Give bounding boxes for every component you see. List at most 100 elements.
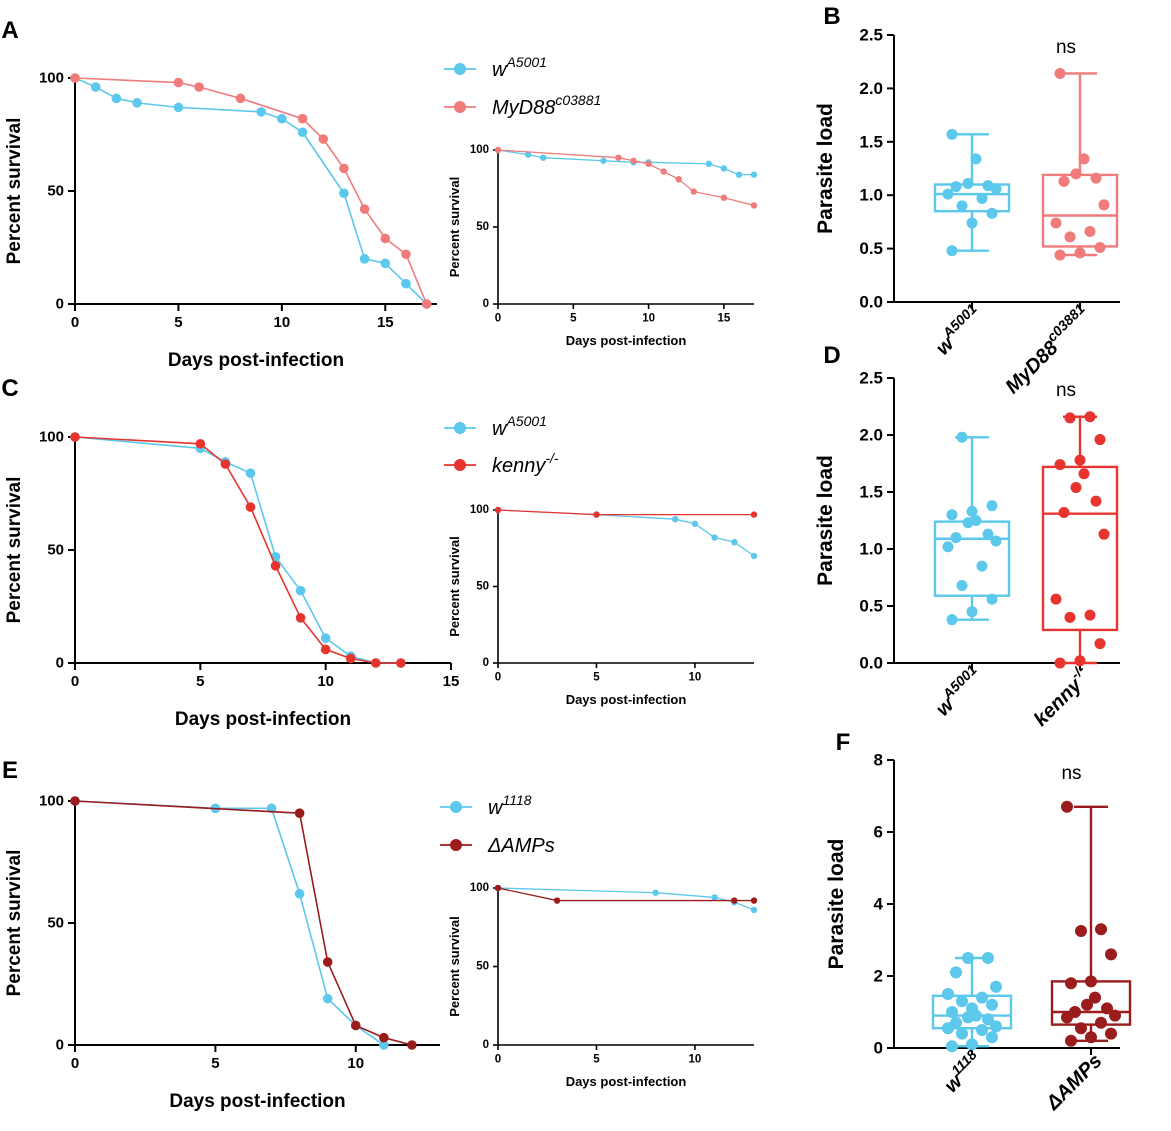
box [931, 994, 1013, 1030]
data-point [1074, 454, 1086, 466]
data-point [318, 134, 329, 144]
data-point [1064, 412, 1076, 424]
group-label: wA5001 [928, 300, 987, 359]
data-point [1089, 991, 1101, 1004]
chart-A-inset: 0 50 100 0 5 10 15 Days post-infection Percent s… [447, 144, 758, 348]
data-point [401, 249, 411, 260]
series-line-0 [74, 800, 385, 1046]
series-line-1 [497, 887, 754, 902]
data-point [132, 98, 142, 108]
data-point [1054, 657, 1066, 669]
legend-label: ΔAMPs [487, 835, 555, 857]
data-point [731, 897, 738, 904]
data-point [950, 532, 962, 544]
box [933, 520, 1011, 597]
data-point [380, 258, 391, 269]
data-point [270, 561, 281, 571]
significance-label: ns [1061, 763, 1081, 784]
y-tick-label: 0 [483, 298, 489, 310]
data-point [986, 998, 998, 1011]
data-point [401, 278, 411, 289]
legend-name: w [492, 59, 508, 81]
x-tick-label: 5 [593, 672, 600, 684]
data-point [986, 207, 998, 219]
data-point [339, 163, 349, 174]
significance-label: ns [1056, 37, 1076, 58]
y-tick-label: 0.0 [859, 293, 883, 312]
data-point [1054, 67, 1066, 79]
chart-F: 0 2 4 6 8 Parasite load ns w1118 ΔAMPs [825, 751, 1132, 1115]
y-tick-label: 100 [470, 882, 489, 894]
box [1041, 173, 1119, 248]
y-axis-label: Percent survival [4, 477, 25, 624]
data-point [956, 995, 968, 1008]
data-point [1058, 507, 1070, 519]
data-point [750, 906, 758, 914]
y-tick-label: 4 [874, 895, 884, 914]
data-point [1094, 242, 1106, 254]
y-tick-label: 2.0 [859, 79, 883, 98]
data-point [1050, 217, 1062, 229]
data-point [950, 1016, 962, 1029]
data-point [982, 1013, 994, 1026]
data-point [1085, 1031, 1097, 1044]
data-point [345, 653, 356, 664]
data-point [735, 171, 743, 178]
data-point [950, 966, 962, 979]
group-label: w1118 [937, 1046, 988, 1097]
y-tick-label: 2.0 [859, 426, 883, 445]
data-point [70, 73, 80, 83]
x-tick-label: 10 [642, 313, 655, 325]
data-point [295, 585, 306, 596]
data-point [320, 633, 331, 643]
data-point [1061, 800, 1073, 813]
data-point [1094, 638, 1106, 650]
y-tick-label: 1.0 [859, 540, 883, 559]
group-label: MyD88c03881 [998, 300, 1096, 398]
legend-superscript: 1118 [502, 792, 531, 808]
data-point [90, 82, 101, 92]
x-tick-label: 0 [495, 672, 501, 684]
data-point [720, 165, 728, 172]
data-point [70, 796, 80, 806]
y-tick-label: 100 [470, 144, 489, 156]
y-tick-label: 100 [39, 70, 64, 87]
legend-C-main: wA5001 kenny-/- [444, 413, 559, 477]
x-tick-label: 5 [196, 673, 204, 690]
data-point [731, 538, 738, 546]
y-axis-label: Parasite load [814, 455, 837, 586]
data-point [266, 803, 277, 814]
y-tick-label: 100 [39, 429, 64, 446]
data-point [320, 644, 331, 655]
legend-marker [454, 63, 466, 75]
data-point [111, 93, 122, 104]
chart-D: 0.0 0.5 1.0 1.5 2.0 2.5 Parasite load ns wA5001 k… [814, 369, 1120, 731]
y-axis-label: Parasite load [825, 839, 848, 970]
x-axis-label: Days post-infection [566, 1074, 687, 1089]
data-point [982, 528, 994, 540]
legend-label: wA5001 [492, 54, 547, 81]
data-point [986, 1031, 998, 1044]
y-tick-label: 50 [47, 915, 64, 932]
data-point [1074, 655, 1086, 667]
data-point [1069, 1006, 1081, 1018]
chart-A-main: 0 50 100 0 5 10 15 Days post-infection Percent s… [4, 70, 437, 371]
x-axis-label: Days post-infection [175, 709, 351, 730]
data-point [660, 168, 667, 175]
data-point [990, 980, 1002, 993]
data-point [524, 151, 532, 158]
panel-label-a: A [1, 17, 18, 44]
data-point [1081, 998, 1093, 1011]
y-tick-label: 1.0 [859, 186, 883, 205]
data-point [690, 188, 697, 195]
data-point [1050, 593, 1062, 605]
data-point [970, 515, 982, 526]
data-point [946, 1040, 958, 1053]
data-point [593, 511, 600, 518]
data-point [956, 200, 968, 212]
y-tick-label: 100 [39, 793, 64, 810]
x-tick-label: 0 [495, 1054, 501, 1066]
y-tick-label: 0 [56, 296, 64, 313]
data-point [195, 438, 206, 449]
